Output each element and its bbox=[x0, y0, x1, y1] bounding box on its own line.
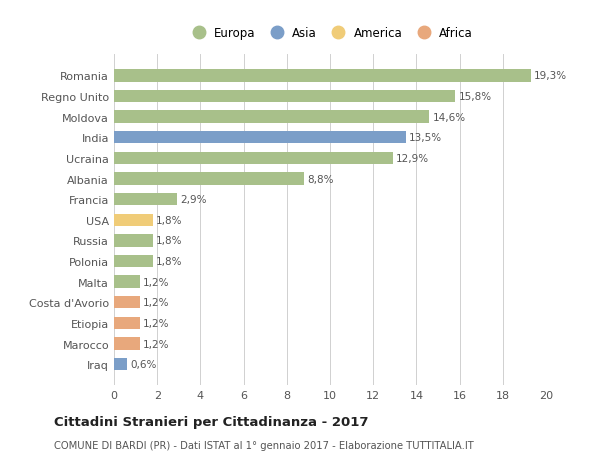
Bar bbox=[114, 194, 176, 206]
Text: 1,2%: 1,2% bbox=[143, 318, 170, 328]
Text: 1,8%: 1,8% bbox=[156, 257, 182, 267]
Text: 8,8%: 8,8% bbox=[307, 174, 334, 184]
Bar bbox=[114, 255, 153, 268]
Text: 1,8%: 1,8% bbox=[156, 236, 182, 246]
Bar bbox=[114, 214, 153, 226]
Bar bbox=[114, 91, 455, 103]
Text: 13,5%: 13,5% bbox=[409, 133, 442, 143]
Bar bbox=[114, 297, 140, 309]
Text: 2,9%: 2,9% bbox=[180, 195, 206, 205]
Bar bbox=[114, 235, 153, 247]
Text: 1,2%: 1,2% bbox=[143, 339, 170, 349]
Bar bbox=[114, 358, 127, 370]
Bar bbox=[114, 173, 304, 185]
Bar bbox=[114, 152, 392, 165]
Text: 1,2%: 1,2% bbox=[143, 277, 170, 287]
Text: 0,6%: 0,6% bbox=[130, 359, 157, 369]
Text: 12,9%: 12,9% bbox=[396, 154, 429, 163]
Bar bbox=[114, 111, 430, 123]
Text: 19,3%: 19,3% bbox=[534, 71, 567, 81]
Bar bbox=[114, 70, 531, 83]
Bar bbox=[114, 276, 140, 288]
Text: 1,2%: 1,2% bbox=[143, 297, 170, 308]
Text: 1,8%: 1,8% bbox=[156, 215, 182, 225]
Bar bbox=[114, 317, 140, 330]
Bar bbox=[114, 132, 406, 144]
Text: COMUNE DI BARDI (PR) - Dati ISTAT al 1° gennaio 2017 - Elaborazione TUTTITALIA.I: COMUNE DI BARDI (PR) - Dati ISTAT al 1° … bbox=[54, 440, 474, 450]
Text: 14,6%: 14,6% bbox=[433, 112, 466, 123]
Legend: Europa, Asia, America, Africa: Europa, Asia, America, Africa bbox=[185, 25, 475, 42]
Text: Cittadini Stranieri per Cittadinanza - 2017: Cittadini Stranieri per Cittadinanza - 2… bbox=[54, 415, 368, 428]
Bar bbox=[114, 338, 140, 350]
Text: 15,8%: 15,8% bbox=[458, 92, 491, 102]
